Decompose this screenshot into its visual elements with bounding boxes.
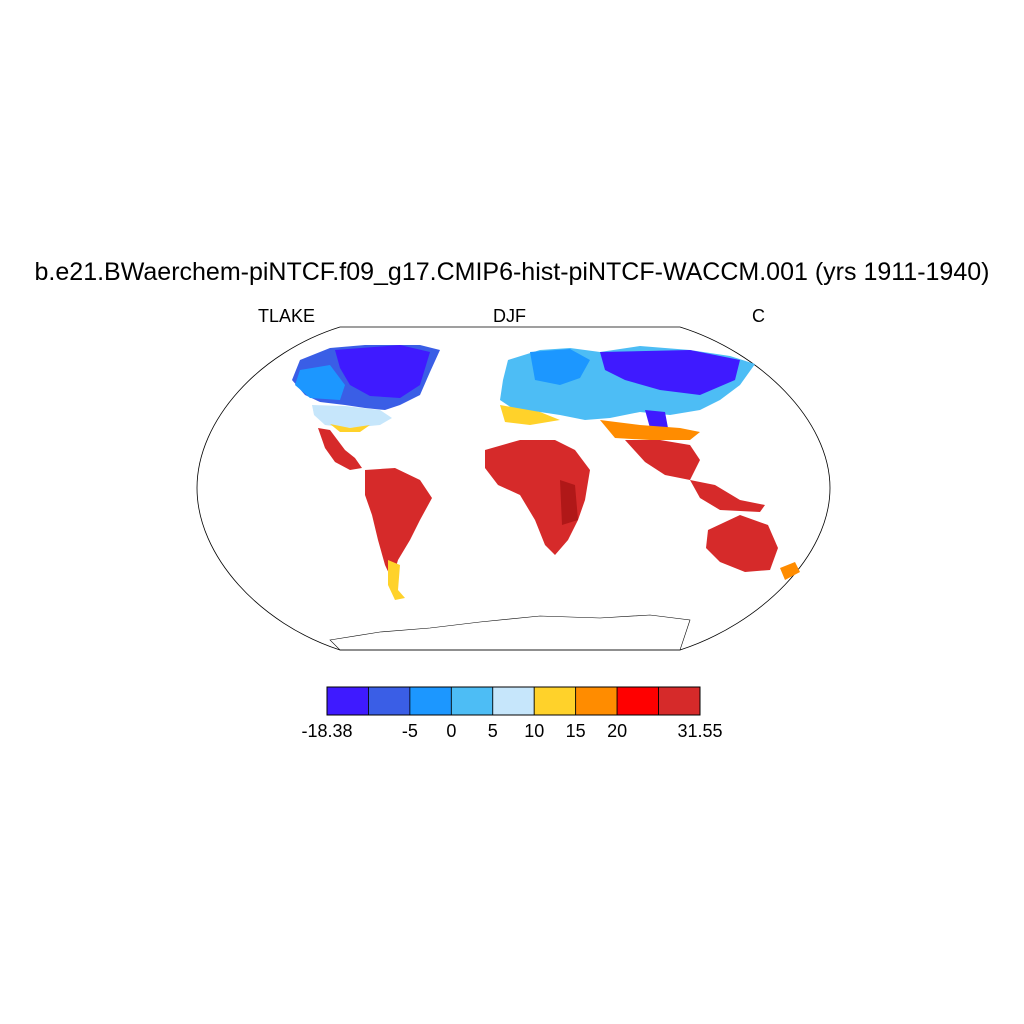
colorbar-tick-label: 15 [565, 721, 586, 741]
eurasia-field [500, 346, 755, 440]
colorbar-swatch-1 [368, 686, 411, 716]
colorbar-frame [326, 686, 701, 716]
oceania-field [706, 515, 800, 580]
south-america-field [318, 428, 432, 600]
units-label: C [752, 306, 765, 326]
colorbar-tick-label: 20 [607, 721, 628, 741]
africa-field [485, 440, 590, 555]
colorbar-swatch-2 [409, 686, 452, 716]
colorbar-swatch-6 [575, 686, 618, 716]
south-asia-field [625, 440, 765, 512]
colorbar-tick-label: -5 [401, 721, 418, 741]
season-label: DJF [493, 306, 526, 326]
plot-title: b.e21.BWaerchem-piNTCF.f09_g17.CMIP6-his… [34, 258, 990, 286]
colorbar-tick-label: 0 [446, 721, 457, 741]
colorbar-swatch-7 [616, 686, 659, 716]
colorbar [326, 686, 701, 716]
colorbar-swatch-4 [492, 686, 535, 716]
north-america-field [292, 345, 440, 432]
variable-label: TLAKE [258, 306, 316, 326]
colorbar-swatch-3 [450, 686, 494, 716]
colorbar-swatch-0 [326, 686, 369, 716]
colorbar-swatch-8 [658, 686, 701, 716]
colorbar-swatch-5 [533, 686, 577, 716]
antarctica-outline [329, 614, 691, 651]
colorbar-tick-label: -18.38 [301, 721, 353, 741]
colorbar-tick-label: 5 [487, 721, 498, 741]
colorbar-tick-label: 31.55 [677, 721, 723, 741]
colorbar-tick-label: 10 [524, 721, 545, 741]
